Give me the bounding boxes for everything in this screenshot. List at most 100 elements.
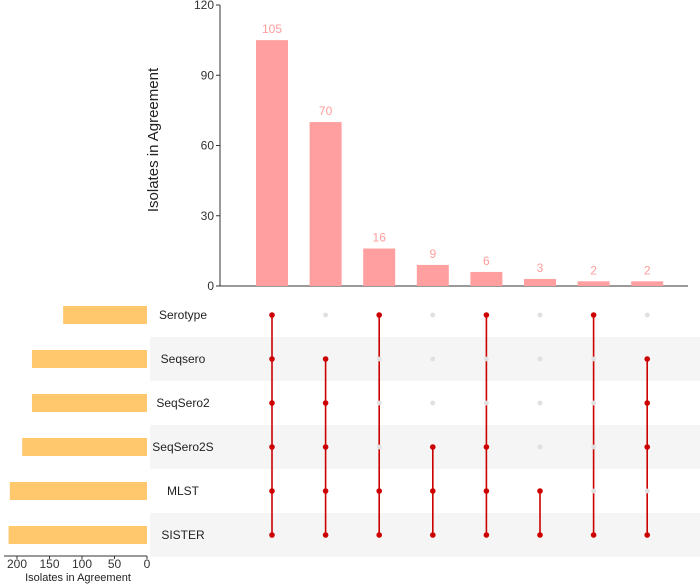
matrix-dot-active: [269, 444, 275, 450]
matrix-dot-inactive: [537, 312, 543, 318]
matrix-dot-inactive: [484, 356, 489, 362]
set-axis-tick-label: 200: [7, 557, 27, 571]
intersection-bar: [416, 264, 449, 286]
matrix-dot-inactive: [323, 312, 328, 318]
intersection-y-axis: 0 30 60 90 120: [194, 0, 688, 293]
intersection-bar: [256, 40, 288, 286]
set-name-label: Serotype: [159, 308, 207, 322]
row-band: [150, 513, 700, 557]
matrix-dot-active: [269, 400, 275, 406]
intersection-value-label: 70: [319, 104, 333, 118]
row-band: [150, 337, 700, 381]
intersection-bar: [577, 281, 610, 286]
intersection-matrix: [269, 312, 650, 538]
intersection-value-label: 6: [483, 254, 490, 268]
intersection-bar: [309, 122, 342, 286]
set-size-bars: [8, 306, 148, 544]
set-size-bar: [31, 394, 148, 412]
intersection-value-label: 16: [373, 231, 387, 245]
matrix-dot-active: [269, 488, 275, 494]
set-names: Serotype Seqsero SeqSero2 SeqSero2S MLST SIST…: [152, 308, 213, 542]
matrix-dot-inactive: [591, 488, 596, 494]
matrix-dot-inactive: [430, 400, 436, 406]
set-name-label: MLST: [167, 484, 200, 498]
set-size-bar: [9, 482, 147, 500]
row-band: [150, 425, 700, 469]
matrix-row-bands: [150, 337, 700, 557]
matrix-dot-inactive: [376, 356, 382, 362]
intersection-value-label: 9: [429, 247, 436, 261]
intersection-value-label: 2: [590, 263, 597, 277]
y-axis-label: Isolates in Agreement: [145, 67, 162, 212]
set-name-label: SeqSero2: [156, 396, 210, 410]
matrix-dot-inactive: [591, 400, 596, 406]
matrix-dot-active: [590, 312, 597, 318]
set-name-label: SeqSero2S: [152, 440, 213, 454]
matrix-dot-active: [644, 400, 650, 406]
intersection-bar: [470, 271, 503, 286]
matrix-dot-active: [269, 356, 275, 362]
matrix-dot-inactive: [537, 356, 543, 362]
matrix-dot-active: [644, 532, 650, 538]
matrix-dot-active: [322, 400, 329, 406]
intersection-bar: [631, 281, 664, 286]
y-tick-label: 120: [194, 0, 214, 12]
matrix-dot-active: [269, 312, 275, 318]
matrix-dot-active: [483, 444, 490, 450]
set-axis-tick-label: 0: [144, 557, 151, 571]
matrix-dot-inactive: [644, 488, 650, 494]
matrix-dot-active: [430, 532, 436, 538]
matrix-dot-active: [322, 444, 329, 450]
set-size-axis-label: Isolates in Agreement: [25, 572, 131, 584]
matrix-dot-active: [483, 532, 490, 538]
matrix-dot-active: [483, 488, 490, 494]
set-size-axis: 200 150 100 50 0: [4, 555, 151, 571]
set-axis-tick-label: 150: [39, 557, 59, 571]
matrix-dot-inactive: [537, 444, 543, 450]
intersection-bars: [256, 40, 664, 286]
matrix-dot-active: [322, 488, 329, 494]
y-tick-label: 0: [207, 279, 214, 293]
set-name-label: SISTER: [161, 528, 205, 542]
intersection-bar: [524, 278, 556, 286]
set-size-bar: [22, 438, 148, 456]
intersection-bar: [363, 248, 396, 286]
matrix-dot-inactive: [376, 444, 382, 450]
matrix-dot-active: [269, 532, 275, 538]
set-size-bar: [63, 306, 147, 324]
matrix-dot-inactive: [591, 356, 596, 362]
matrix-dot-active: [483, 312, 490, 318]
intersection-data-labels: 105 70 16 9 6 3 2 2: [262, 22, 651, 277]
matrix-dot-active: [644, 444, 650, 450]
y-tick-label: 30: [201, 209, 215, 223]
y-tick-label: 60: [201, 139, 215, 153]
matrix-dot-active: [376, 488, 383, 494]
matrix-dot-inactive: [537, 400, 543, 406]
matrix-dot-active: [376, 532, 383, 538]
matrix-dot-active: [430, 488, 436, 494]
matrix-dot-inactive: [644, 312, 650, 318]
intersection-value-label: 2: [644, 263, 651, 277]
matrix-dot-inactive: [591, 444, 596, 450]
y-tick-label: 90: [201, 68, 215, 82]
matrix-dot-active: [590, 532, 597, 538]
matrix-dot-active: [376, 312, 383, 318]
matrix-dot-inactive: [376, 400, 382, 406]
intersection-value-label: 3: [537, 261, 544, 275]
matrix-dot-inactive: [484, 400, 489, 406]
matrix-dot-active: [537, 488, 543, 494]
set-size-bar: [31, 350, 148, 368]
set-name-label: Seqsero: [161, 352, 206, 366]
set-axis-tick-label: 50: [108, 557, 122, 571]
matrix-dot-inactive: [430, 356, 436, 362]
matrix-dot-active: [537, 532, 543, 538]
set-axis-tick-label: 100: [72, 557, 92, 571]
matrix-dot-active: [322, 532, 329, 538]
matrix-dot-active: [430, 444, 436, 450]
matrix-dot-inactive: [430, 312, 436, 318]
intersection-value-label: 105: [262, 22, 282, 36]
set-size-bar: [8, 526, 147, 544]
matrix-dot-active: [644, 356, 650, 362]
matrix-dot-active: [322, 356, 329, 362]
